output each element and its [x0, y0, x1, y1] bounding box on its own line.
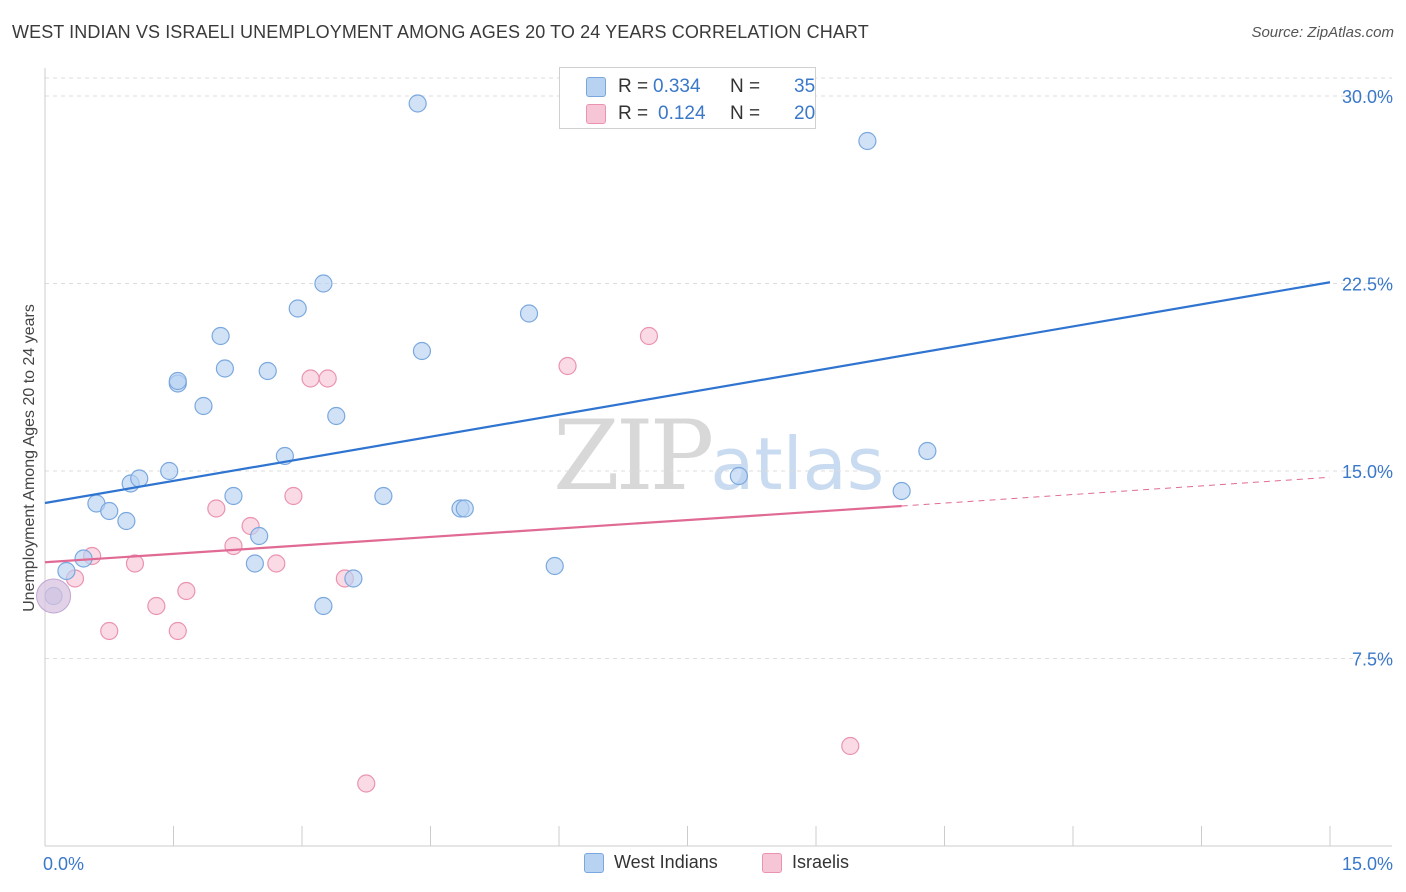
- x-tick-label: 15.0%: [1342, 854, 1393, 874]
- y-tick-label: 15.0%: [1342, 462, 1393, 482]
- legend-label: West Indians: [614, 852, 718, 872]
- legend-swatch-blue: [584, 853, 604, 873]
- west-indians-point: [729, 466, 749, 486]
- y-tick-label: 30.0%: [1342, 87, 1393, 107]
- west-indians-point: [314, 596, 333, 616]
- legend-n-label: N =: [730, 103, 761, 124]
- legend-n-label: N =: [730, 76, 761, 97]
- israelis-point: [100, 621, 119, 641]
- israelis-trendline: [44, 504, 902, 564]
- west-indians-point: [327, 406, 346, 426]
- legend-r-label: R =: [618, 76, 649, 97]
- west-indians-point: [374, 486, 393, 506]
- overlap-cluster-point: [36, 578, 72, 614]
- israelis-point: [147, 596, 166, 616]
- israelis-point: [267, 554, 286, 573]
- west-indians-point: [130, 469, 149, 488]
- west-indians-point: [918, 441, 937, 461]
- chart-title: WEST INDIAN VS ISRAELI UNEMPLOYMENT AMON…: [12, 22, 869, 42]
- israelis-point: [224, 536, 243, 556]
- watermark-atlas: atlas: [710, 422, 885, 506]
- legend-swatch-pink: [586, 104, 606, 124]
- west-indians-point: [545, 556, 564, 576]
- west-indians-point: [224, 486, 243, 506]
- west-indians-point: [160, 461, 179, 481]
- israelis-point: [177, 581, 196, 601]
- west-indians-point: [215, 359, 234, 378]
- west-indians-point: [892, 481, 911, 501]
- west-indians-point: [211, 326, 230, 346]
- israelis-point: [207, 499, 226, 518]
- correlation-legend: R = 0.334 N = 35 R = 0.124 N = 20: [559, 67, 816, 129]
- west-indians-trendline: [44, 281, 1331, 505]
- west-indians-point: [314, 274, 333, 293]
- israelis-point: [558, 356, 577, 376]
- source-label: Source: ZipAtlas.com: [1251, 24, 1394, 41]
- israelis-point: [841, 736, 860, 756]
- west-indians-point: [194, 396, 213, 416]
- west-indians-point: [258, 361, 277, 381]
- west-indians-point: [455, 499, 474, 518]
- israelis-trendline-extension: [901, 476, 1331, 507]
- israelis-point: [301, 369, 320, 388]
- israelis-point: [284, 486, 303, 506]
- y-tick-label: 22.5%: [1342, 275, 1393, 295]
- legend-n-value: 20: [794, 103, 816, 124]
- israelis-point: [639, 326, 659, 346]
- legend-r-value: 0.124: [658, 103, 706, 124]
- west-indians-point: [57, 561, 76, 581]
- israelis-point: [168, 621, 187, 641]
- west-indians-point: [344, 569, 363, 588]
- watermark-zip: ZIP: [553, 400, 714, 512]
- israelis-point: [357, 774, 376, 793]
- legend-label: Israelis: [792, 852, 850, 872]
- legend-swatch-blue: [586, 77, 606, 97]
- zipatlas-watermark: ZIPatlas: [553, 400, 884, 512]
- west-indians-point: [250, 526, 269, 546]
- west-indians-point: [117, 511, 136, 531]
- west-indians-point: [408, 94, 427, 113]
- west-indians-point: [412, 341, 432, 361]
- west-indians-point: [245, 554, 264, 573]
- west-indians-point: [288, 299, 307, 318]
- legend-r-label: R =: [618, 103, 649, 124]
- west-indians-point: [100, 501, 119, 521]
- west-indians-point: [858, 131, 877, 151]
- israelis-point: [125, 554, 145, 573]
- west-indians-point: [519, 304, 539, 323]
- x-tick-label: 0.0%: [43, 854, 84, 874]
- legend-n-value: 35: [794, 76, 816, 97]
- west-indians-point: [168, 371, 187, 391]
- y-tick-label: 7.5%: [1352, 650, 1393, 670]
- legend-r-value: 0.334: [653, 76, 701, 97]
- legend-swatch-pink: [762, 853, 782, 873]
- israelis-point: [318, 369, 337, 388]
